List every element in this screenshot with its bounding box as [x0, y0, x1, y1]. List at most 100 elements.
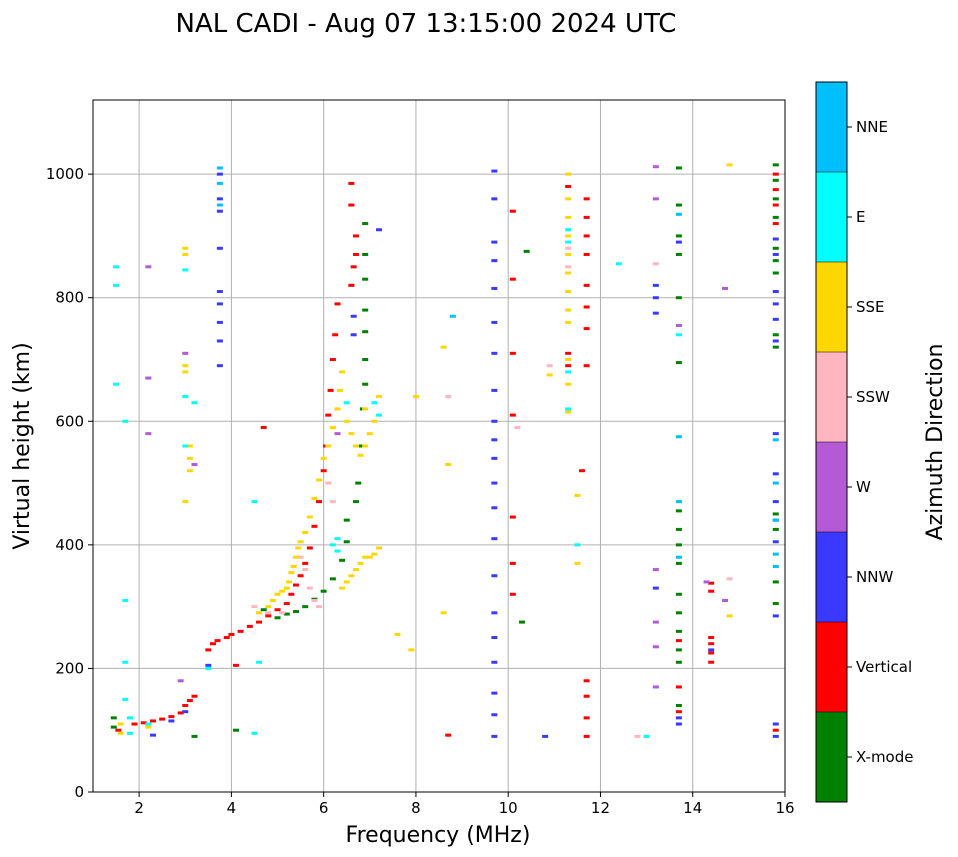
point-ssw: [565, 246, 572, 250]
point-vertical: [233, 663, 240, 667]
point-sse: [362, 555, 369, 559]
point-nnw: [772, 734, 779, 738]
point-sse: [320, 456, 327, 460]
point-e: [251, 731, 258, 735]
point-nnw: [350, 333, 357, 337]
point-vertical: [149, 719, 156, 723]
point-sse: [182, 370, 189, 374]
point-x-mode: [772, 163, 779, 167]
point-nnw: [652, 586, 659, 590]
point-sse: [565, 358, 572, 361]
point-nnw: [675, 716, 682, 720]
point-vertical: [675, 685, 682, 689]
x-tick-label: 16: [775, 799, 794, 817]
point-x-mode: [675, 361, 682, 365]
point-ssw: [445, 395, 452, 399]
colorbar-label: Azimuth Direction: [923, 343, 948, 540]
point-sse: [295, 546, 302, 550]
point-vertical: [320, 469, 327, 473]
point-x-mode: [675, 592, 682, 596]
point-nnw: [491, 456, 498, 460]
point-vertical: [237, 629, 244, 633]
point-nnw: [772, 500, 779, 504]
point-nnw: [216, 209, 223, 213]
colorbar-tick-label: Vertical: [856, 658, 912, 676]
point-vertical: [306, 546, 313, 550]
point-nne: [449, 314, 456, 318]
point-e: [205, 666, 212, 670]
point-vertical: [115, 728, 122, 732]
point-sse: [565, 290, 572, 294]
point-vertical: [708, 581, 715, 585]
point-x-mode: [357, 444, 364, 448]
point-w: [182, 351, 189, 355]
point-ssw: [726, 577, 733, 581]
x-axis-label: Frequency (MHz): [346, 823, 531, 848]
point-sse: [371, 419, 378, 423]
point-ssw: [311, 598, 318, 602]
point-e: [256, 660, 263, 664]
point-x-mode: [675, 509, 682, 513]
point-sse: [292, 555, 299, 559]
point-e: [122, 660, 129, 664]
point-e: [675, 333, 682, 337]
colorbar-frame: [815, 81, 848, 803]
point-sse: [186, 444, 193, 448]
point-nnw: [491, 320, 498, 324]
point-nnw: [772, 614, 779, 618]
point-e: [113, 283, 120, 287]
point-w: [145, 265, 152, 269]
point-ssw: [306, 586, 313, 590]
point-vertical: [583, 679, 590, 683]
point-ssw: [634, 734, 641, 738]
point-sse: [348, 432, 355, 436]
point-nnw: [491, 537, 498, 541]
point-x-mode: [772, 197, 779, 201]
point-nnw: [216, 290, 223, 294]
point-e: [251, 500, 258, 504]
point-nnw: [216, 197, 223, 201]
point-sse: [565, 308, 572, 312]
point-e: [343, 401, 350, 405]
point-vertical: [348, 203, 355, 207]
point-ssw: [251, 605, 258, 609]
colorbar-segment: [816, 352, 847, 442]
point-nnw: [491, 574, 498, 578]
point-nnw: [491, 734, 498, 738]
colorbar-tick-label: SSE: [856, 298, 885, 316]
point-sse: [412, 395, 419, 399]
point-x-mode: [339, 558, 346, 562]
colorbar-segment: [816, 82, 847, 172]
point-ssw: [325, 481, 332, 485]
point-e: [334, 537, 341, 541]
point-nne: [772, 564, 779, 568]
point-sse: [371, 552, 378, 556]
point-x-mode: [362, 330, 369, 334]
point-nne: [216, 203, 223, 207]
point-sse: [366, 555, 373, 559]
point-x-mode: [329, 577, 336, 581]
point-x-mode: [772, 178, 779, 182]
point-nnw: [491, 481, 498, 485]
point-vertical: [256, 620, 263, 624]
point-vertical: [302, 561, 309, 565]
point-vertical: [327, 388, 334, 392]
point-x-mode: [772, 333, 779, 337]
point-vertical: [332, 333, 339, 337]
point-w: [145, 376, 152, 380]
point-nnw: [542, 734, 549, 738]
colorbar-tick-label: SSW: [856, 388, 890, 406]
point-sse: [546, 373, 553, 377]
point-nnw: [772, 339, 779, 343]
point-w: [652, 568, 659, 572]
point-sse: [117, 731, 124, 735]
point-e: [615, 262, 622, 266]
point-ssw: [302, 568, 309, 572]
point-sse: [186, 456, 193, 460]
point-w: [675, 324, 682, 328]
point-sse: [565, 215, 572, 219]
point-nne: [216, 166, 223, 170]
point-x-mode: [772, 215, 779, 219]
point-sse: [366, 432, 373, 436]
point-sse: [565, 382, 572, 386]
